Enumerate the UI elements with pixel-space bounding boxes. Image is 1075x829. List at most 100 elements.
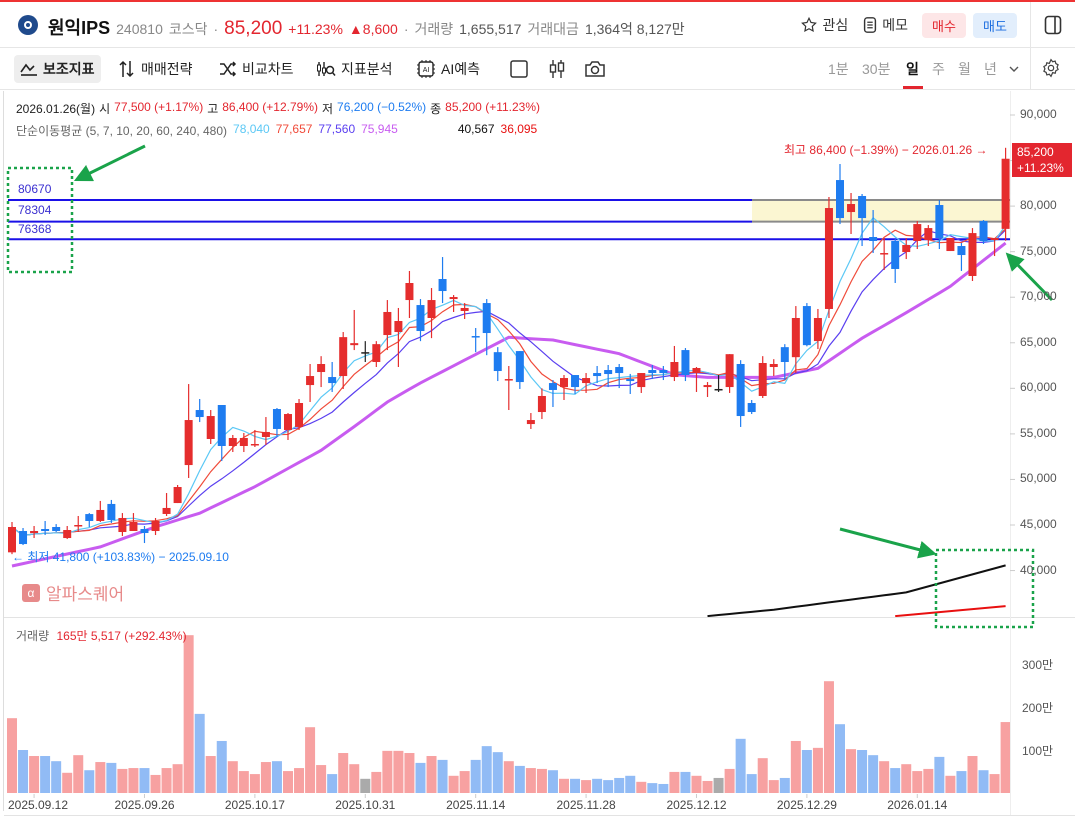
star-icon [801,16,818,33]
change-percent: +11.23% [288,21,343,37]
candle-body [284,414,292,430]
volume-bar [7,718,17,793]
tool-label: 지표분석 [341,61,393,77]
price-tick-label: 40,000 [1020,562,1057,577]
volume-bar [128,768,139,793]
volume-bar [216,740,227,793]
close-label: 종 [430,102,442,116]
date-tick-label: 2025.10.31 [335,798,396,812]
company-logo-icon [18,15,38,35]
price-tick-label: 45,000 [1020,516,1057,531]
candle-body [571,375,580,388]
volume-bar [724,768,735,793]
ohlc-legend: 2026.01.26(월) 시 77,500 (+1.17%) 고 86,400 (… [16,100,540,117]
low-value: 76,200 (−0.52%) [337,100,427,114]
candle-body [449,297,458,300]
stock-name[interactable]: 원익IPS [48,18,111,38]
sell-button[interactable]: 매도 [973,12,1017,38]
candle-body [703,385,712,388]
candle-body [593,373,602,377]
candle-body [74,524,83,527]
market-name: 코스닥 [168,21,208,37]
buy-button[interactable]: 매수 [922,12,966,38]
candle-body [659,370,668,374]
tool-indicators[interactable]: 보조지표 [14,55,101,83]
volume-bar [525,768,536,793]
candle-body [383,311,392,336]
timeframe-year[interactable]: 년 [984,61,997,77]
volume-bar [790,740,801,793]
chevron-down-icon[interactable] [1008,64,1020,74]
candle-body [460,307,469,311]
volume-bar [868,755,879,793]
volume-bar [29,756,40,793]
memo-button[interactable]: 메모 [862,15,908,35]
candle-body [1001,158,1010,229]
candle-body [526,420,535,425]
candle-body [769,364,778,368]
candle-body [515,351,524,383]
volume-bar [459,771,470,793]
volume-bar [84,770,95,793]
volume-bar [757,758,768,793]
screenshot-button[interactable] [578,55,612,83]
date-tick-label: 2025.10.17 [224,798,285,812]
volume-bar [161,768,172,793]
volume-bar [426,756,437,793]
annotation-arrow [839,527,937,559]
memo-icon [864,17,877,33]
timeframe-30min[interactable]: 30분 [862,61,891,77]
candle-body [736,364,745,417]
divider [1030,48,1031,90]
volume-bar [514,765,525,793]
tool-trading-strategy[interactable]: 매매전략 [112,55,199,83]
level-label: 76368 [18,222,52,236]
candle-body [979,221,988,242]
timeframe-month[interactable]: 월 [958,61,971,77]
ma60-spacer [404,122,452,139]
candle-body [173,487,182,504]
candle-body [582,378,591,384]
timeframe-week[interactable]: 주 [932,61,945,77]
volume-bar [547,770,558,793]
panel-toggle-button[interactable] [1031,15,1075,35]
candle-body [184,420,193,466]
timeframe-1min[interactable]: 1분 [828,61,849,77]
candle-body [504,379,513,381]
gear-icon[interactable] [1041,58,1061,78]
badge-price: 85,200 [1017,145,1054,159]
watermark: α 알파스퀘어 [22,580,124,605]
amount-label: 거래대금 [527,21,579,37]
last-price-badge: 85,200 +11.23% [1012,143,1072,177]
volume-bar [448,775,459,793]
date-tick-label: 2025.09.26 [114,798,175,812]
highlight-box [6,166,74,274]
low-label: 저 [322,102,334,116]
chart-type-button[interactable] [541,55,573,83]
tool-ai-forecast[interactable]: AI AI예측 [410,55,486,83]
candle-body [626,379,635,382]
volume-bar [647,783,658,793]
candle-body [96,509,105,521]
tool-label: 보조지표 [43,61,95,77]
watch-button[interactable]: 관심 [800,15,848,35]
price-tick-label: 75,000 [1020,243,1057,258]
volume-bar [481,746,492,793]
candle-body [239,437,248,447]
tool-compare-chart[interactable]: 비교차트 [213,55,300,83]
price-tick-label: 65,000 [1020,334,1057,349]
candle-body [913,224,922,242]
volume-label: 거래량 [414,21,454,37]
candle-body [891,241,900,269]
volume-bar [691,775,702,793]
volume-bar [327,774,338,793]
tool-indicator-analysis[interactable]: 지표분석 [310,55,399,83]
ma-legend: 단순이동평균 (5, 7, 10, 20, 60, 240, 480) 78,0… [16,122,537,139]
drawing-box-button[interactable] [503,55,535,83]
candle-body [85,514,94,521]
volume-bar [559,778,569,793]
annotation-arrow [1005,252,1054,302]
volume-bar [967,756,978,793]
timeframe-day[interactable]: 일 [906,61,919,77]
